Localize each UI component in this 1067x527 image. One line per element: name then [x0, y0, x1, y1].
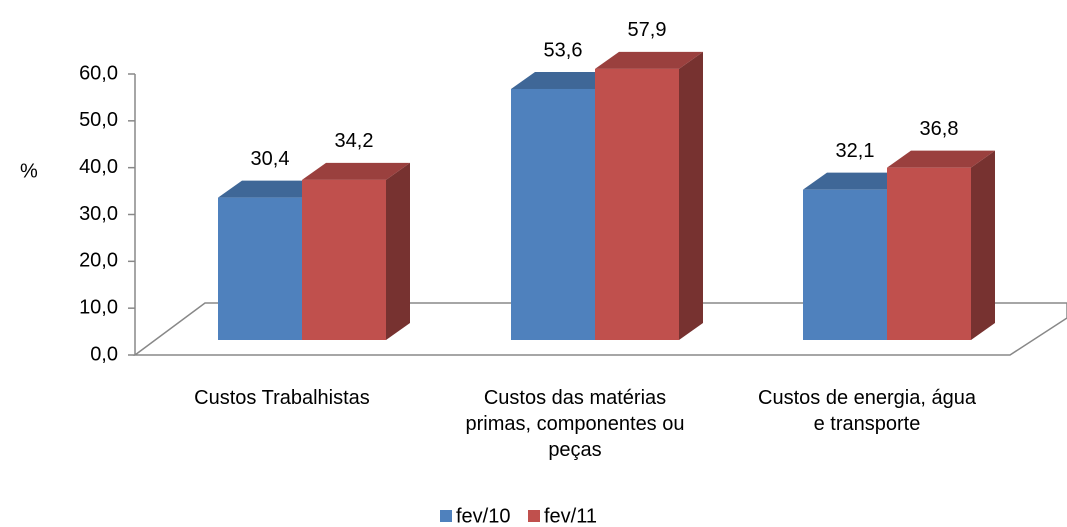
x-tick-label: Custos de energia, água e transporte [758, 387, 976, 435]
bar-top [887, 150, 995, 168]
bar-side [386, 162, 410, 340]
legend-swatch [528, 510, 540, 522]
value-label: 30,4 [251, 148, 290, 170]
x-tick-label: Custos Trabalhistas [194, 387, 370, 409]
bar [803, 189, 887, 340]
legend-swatch [440, 510, 452, 522]
y-tick-label: 30,0 [79, 203, 118, 225]
bar-top [218, 180, 326, 198]
y-tick-label: 20,0 [79, 250, 118, 272]
value-label: 53,6 [544, 39, 583, 61]
value-label: 32,1 [836, 140, 875, 162]
value-label: 57,9 [628, 19, 667, 41]
y-tick-label: 0,0 [90, 343, 118, 365]
y-axis-label: % [20, 160, 38, 182]
bar [887, 167, 971, 340]
bar-top [302, 162, 410, 180]
x-tick-label: Custos das matérias primas, componentes … [465, 387, 685, 461]
y-tick-label: 50,0 [79, 109, 118, 131]
y-tick-label: 60,0 [79, 62, 118, 84]
legend-label: fev/11 [544, 505, 597, 527]
value-label: 34,2 [335, 130, 374, 152]
floor [132, 302, 1067, 356]
bar-top [595, 51, 703, 69]
bar-side [679, 51, 703, 341]
bar [595, 68, 679, 341]
bar [511, 88, 595, 341]
bar-side [971, 150, 995, 340]
bar-top [511, 71, 619, 89]
value-label: 36,8 [920, 118, 959, 140]
y-tick-label: 40,0 [79, 156, 118, 178]
y-tick-label: 10,0 [79, 296, 118, 318]
legend-label: fev/10 [456, 505, 510, 527]
bar-top [803, 172, 911, 190]
bar [302, 179, 386, 340]
bar [218, 197, 302, 340]
